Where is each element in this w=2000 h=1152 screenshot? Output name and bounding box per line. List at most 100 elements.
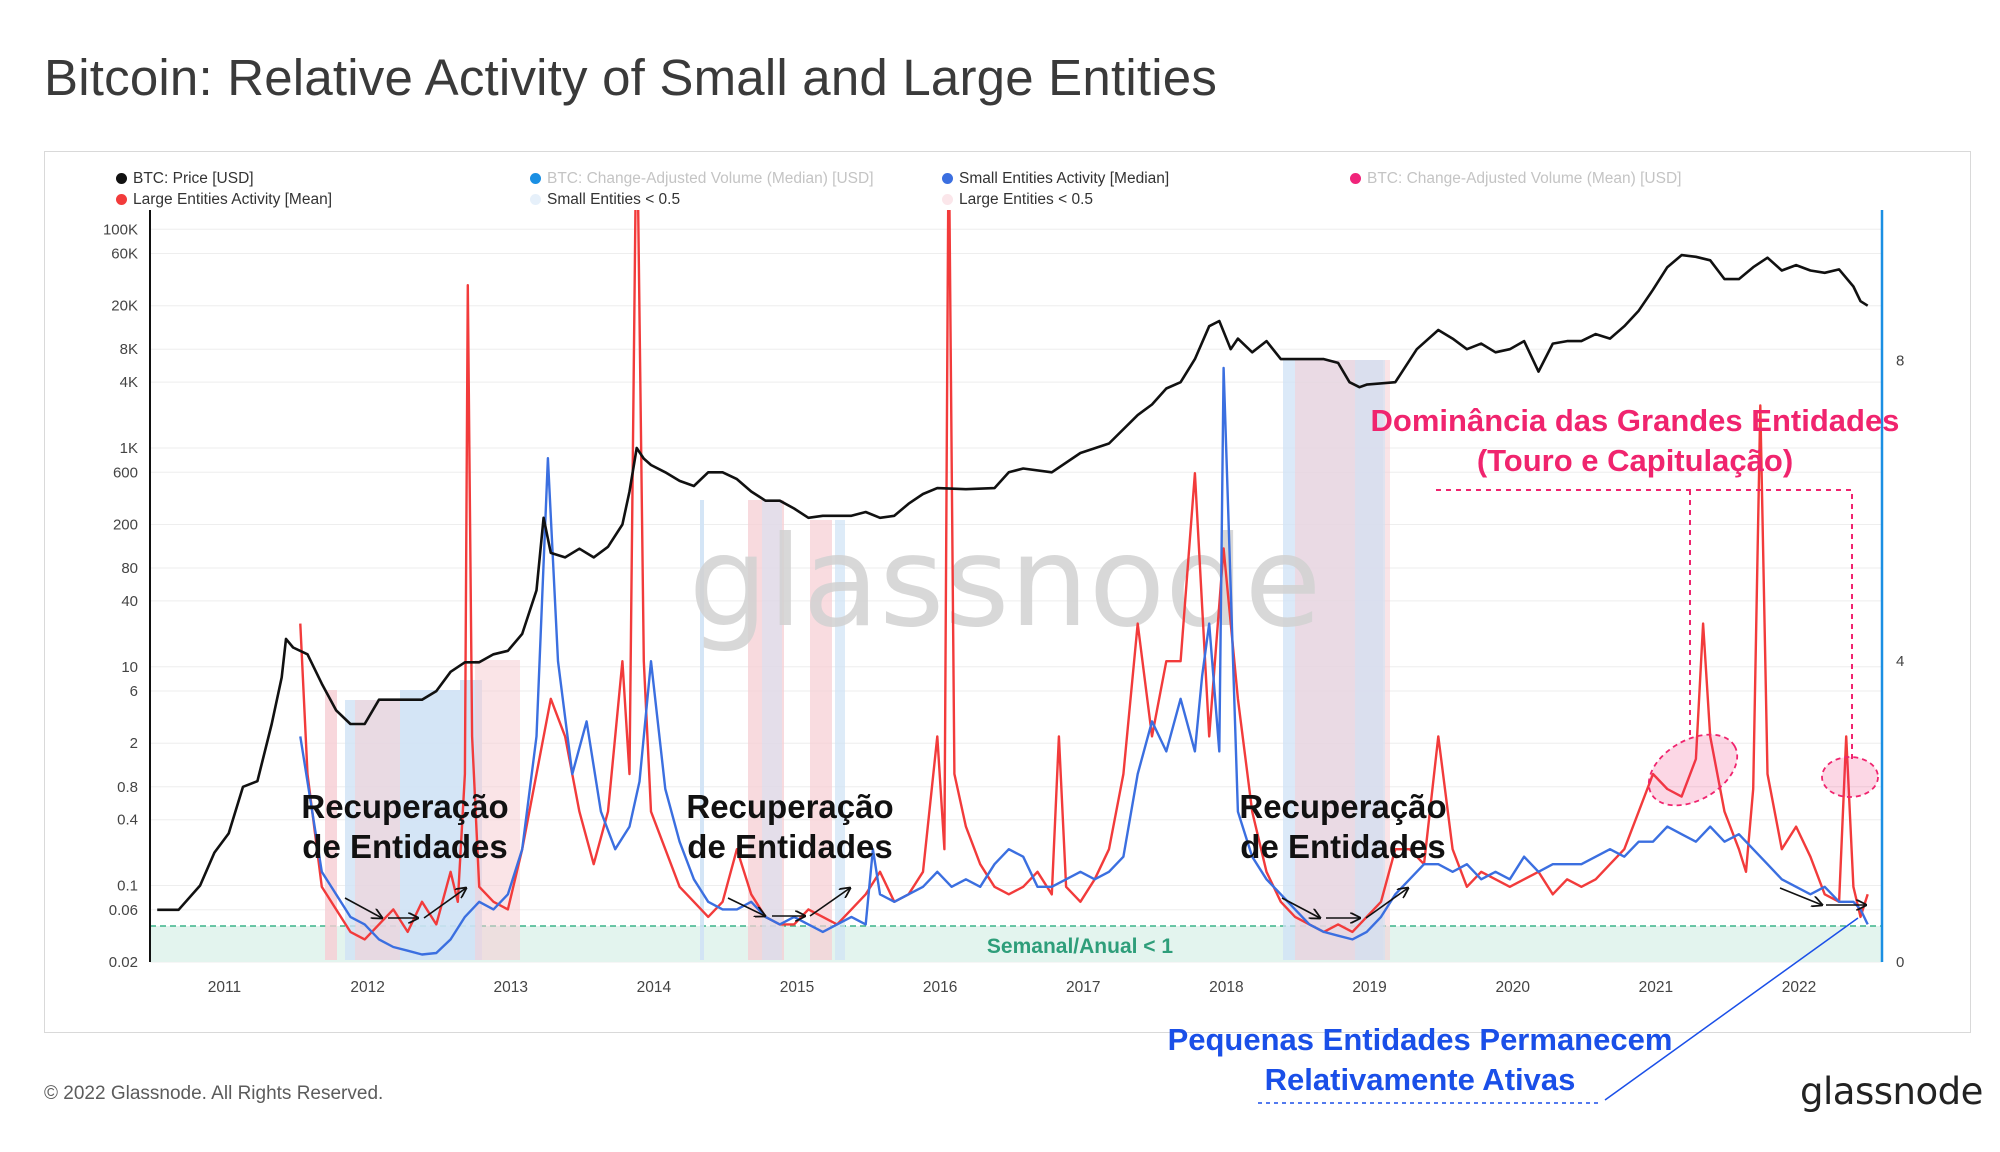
right-tick-label: 0 xyxy=(1896,954,1904,971)
recovery-annotation-1: Recuperação de Entidades xyxy=(301,788,509,919)
y-tick-label: 10 xyxy=(121,659,138,676)
y-tick-label: 600 xyxy=(113,464,138,481)
y-tick-label: 0.02 xyxy=(109,954,138,971)
highlight-ellipse xyxy=(1821,756,1879,798)
legend-dot-large-band xyxy=(942,194,953,205)
y-tick-label: 60K xyxy=(111,246,138,263)
legend-item-volume-mean[interactable]: BTC: Change-Adjusted Volume (Mean) [USD] xyxy=(1350,170,1681,188)
x-tick-label: 2013 xyxy=(493,979,527,996)
recovery-label-line1: Recuperação xyxy=(686,788,893,825)
x-tick-label: 2011 xyxy=(208,979,241,996)
threshold-label: Semanal/Anual < 1 xyxy=(987,935,1173,958)
x-tick-label: 2021 xyxy=(1639,979,1673,996)
watermark: glassnode xyxy=(689,510,1322,655)
right-tick-label: 8 xyxy=(1896,352,1904,369)
large-band xyxy=(325,690,337,960)
recovery-label-line2: de Entidades xyxy=(1240,828,1445,865)
x-axis: 2011 2012 2013 2014 2015 2016 2017 2018 2019 2020… xyxy=(208,979,1816,996)
y-tick-label: 80 xyxy=(121,560,138,577)
series-price xyxy=(157,253,1869,912)
small-active-line2: Relativamente Ativas xyxy=(1265,1062,1576,1097)
highlight-ellipse xyxy=(1647,733,1739,807)
legend-dot-small-entities xyxy=(942,173,953,184)
legend-label-large-entities: Large Entities Activity [Mean] xyxy=(133,191,333,208)
large-dominance-line2: (Touro e Capitulação) xyxy=(1477,443,1793,478)
small-active-line1: Pequenas Entidades Permanecem xyxy=(1168,1022,1673,1057)
arrow-icon xyxy=(1779,887,1822,905)
footer-copyright: © 2022 Glassnode. All Rights Reserved. xyxy=(44,1083,384,1104)
recovery-annotation-2: Recuperação de Entidades xyxy=(686,788,894,917)
y-tick-label: 4K xyxy=(120,374,138,391)
y-tick-label: 100K xyxy=(103,221,138,238)
legend-dot-small-band xyxy=(530,194,541,205)
legend-dot-price xyxy=(116,173,127,184)
y-tick-label: 1K xyxy=(120,440,138,457)
page-title: Bitcoin: Relative Activity of Small and … xyxy=(44,49,1218,106)
series-large-entities xyxy=(299,210,1869,941)
x-tick-label: 2022 xyxy=(1782,979,1816,996)
small-band xyxy=(400,690,460,960)
legend-item-large-band[interactable]: Large Entities < 0.5 xyxy=(942,191,1093,209)
large-band xyxy=(810,520,832,960)
legend-label-large-band: Large Entities < 0.5 xyxy=(959,191,1093,208)
recovery-label-line1: Recuperação xyxy=(1239,788,1446,825)
x-tick-label: 2020 xyxy=(1495,979,1530,996)
right-tick-label: 4 xyxy=(1896,653,1904,670)
legend-dot-large-entities xyxy=(116,194,127,205)
small-active-annotation: Pequenas Entidades Permanecem Relativame… xyxy=(1168,917,1859,1104)
legend-dot-volume-mean xyxy=(1350,173,1361,184)
x-tick-label: 2015 xyxy=(780,979,814,996)
recovery-label-line2: de Entidades xyxy=(687,828,892,865)
recovery-annotation-3: Recuperação de Entidades xyxy=(1239,788,1447,919)
chart-frame xyxy=(44,151,1971,1033)
legend-dot-volume-median xyxy=(530,173,541,184)
right-axis: 0 4 8 xyxy=(1896,352,1904,971)
arrow-icon xyxy=(809,888,850,917)
arrow-icon xyxy=(423,888,466,919)
recovery-label-line1: Recuperação xyxy=(301,788,508,825)
legend-item-large-entities[interactable]: Large Entities Activity [Mean] xyxy=(116,191,332,209)
large-dominance-annotation: Dominância das Grandes Entidades (Touro … xyxy=(1371,403,1900,807)
arrow-icon xyxy=(344,897,382,918)
small-band xyxy=(835,520,845,960)
left-axis: 100K 60K 20K 8K 4K 1K 600 200 80 40 10 6 2 0.8 0.4 0.1 0… xyxy=(103,221,138,971)
large-dominance-line1: Dominância das Grandes Entidades xyxy=(1371,403,1900,438)
y-tick-label: 0.1 xyxy=(117,878,138,895)
dominance-bracket xyxy=(1436,489,1853,760)
legend-label-volume-mean: BTC: Change-Adjusted Volume (Mean) [USD] xyxy=(1367,170,1682,187)
y-tick-label: 20K xyxy=(111,298,138,315)
x-tick-label: 2012 xyxy=(350,979,384,996)
y-tick-label: 0.06 xyxy=(109,902,138,919)
x-tick-label: 2017 xyxy=(1066,979,1100,996)
series-small-entities xyxy=(299,366,1869,956)
small-band xyxy=(762,500,782,960)
small-band xyxy=(700,500,704,960)
legend-item-small-entities[interactable]: Small Entities Activity [Median] xyxy=(942,170,1169,188)
x-tick-label: 2016 xyxy=(923,979,957,996)
x-tick-label: 2018 xyxy=(1209,979,1243,996)
legend-label-volume-median: BTC: Change-Adjusted Volume (Median) [US… xyxy=(547,170,874,187)
y-tick-label: 0.8 xyxy=(117,779,138,796)
arrow-icon xyxy=(1281,897,1320,918)
small-active-pointer xyxy=(1604,917,1859,1101)
footer-logo[interactable]: glassnode xyxy=(1800,1070,1983,1113)
legend-item-price[interactable]: BTC: Price [USD] xyxy=(116,170,254,188)
large-band xyxy=(475,660,520,960)
legend-label-small-entities: Small Entities Activity [Median] xyxy=(959,170,1170,187)
small-band xyxy=(1355,360,1385,960)
legend-item-volume-median[interactable]: BTC: Change-Adjusted Volume (Median) [US… xyxy=(530,170,874,188)
x-tick-label: 2014 xyxy=(637,979,672,996)
x-tick-label: 2019 xyxy=(1352,979,1386,996)
legend-label-price: BTC: Price [USD] xyxy=(133,170,254,187)
y-tick-label: 6 xyxy=(130,683,138,700)
legend-label-small-band: Small Entities < 0.5 xyxy=(547,191,681,208)
arrow-icon xyxy=(1365,888,1408,919)
series-layer xyxy=(157,210,1869,956)
legend-item-small-band[interactable]: Small Entities < 0.5 xyxy=(530,191,680,209)
recovery-label-line2: de Entidades xyxy=(302,828,507,865)
y-tick-label: 8K xyxy=(120,341,138,358)
y-tick-label: 200 xyxy=(113,516,138,533)
y-tick-label: 2 xyxy=(130,735,138,752)
y-tick-label: 40 xyxy=(121,593,138,610)
